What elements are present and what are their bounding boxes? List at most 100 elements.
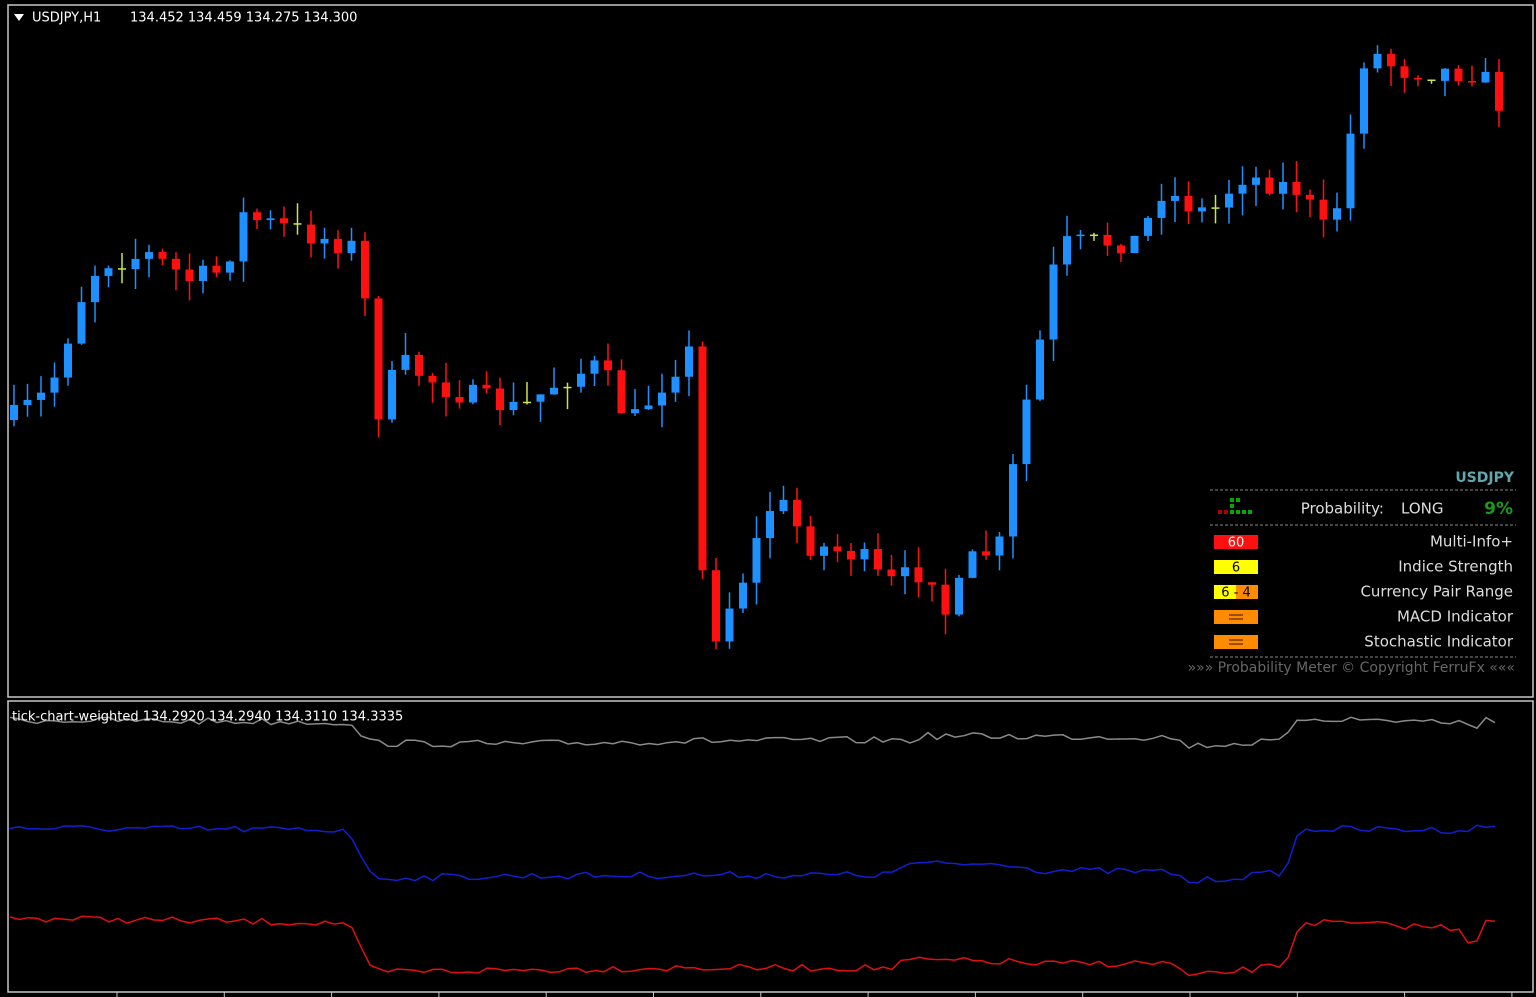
candle <box>847 551 855 560</box>
candle <box>577 373 585 387</box>
candle <box>887 569 896 577</box>
candle <box>1211 207 1220 209</box>
candle <box>860 549 869 560</box>
candle <box>685 346 693 377</box>
candle <box>1184 195 1193 212</box>
indicator-frame <box>7 700 1534 993</box>
candle <box>1346 133 1355 209</box>
candle <box>158 252 167 259</box>
candle <box>1036 339 1044 400</box>
candle <box>145 252 153 259</box>
indicator-label: tick-chart-weighted 134.2920 134.2940 13… <box>12 710 403 725</box>
candle <box>793 499 801 527</box>
candle <box>1076 234 1085 237</box>
row-label: Stochastic Indicator <box>1364 633 1514 651</box>
candle <box>968 551 977 578</box>
row-label: MACD Indicator <box>1397 608 1514 626</box>
candle <box>1333 208 1341 220</box>
candle <box>77 302 86 344</box>
candle <box>1144 217 1152 236</box>
candle <box>1306 194 1314 200</box>
badge-icon <box>1229 639 1243 645</box>
candle <box>496 388 504 411</box>
candle <box>928 582 936 585</box>
badge <box>1214 535 1258 549</box>
candle <box>698 346 707 571</box>
candle <box>550 387 558 395</box>
candle <box>199 265 207 282</box>
direction: LONG <box>1401 500 1443 518</box>
candle <box>428 375 437 383</box>
candle <box>415 354 423 376</box>
candle <box>1387 53 1395 67</box>
candle <box>469 384 477 403</box>
row-label: Multi-Info+ <box>1430 533 1513 551</box>
candle <box>712 570 720 642</box>
candle <box>1238 184 1247 194</box>
candle <box>563 386 572 389</box>
candle <box>361 240 369 299</box>
candle <box>820 546 828 556</box>
candle <box>671 376 680 393</box>
candle <box>10 405 18 420</box>
probability: 9% <box>1484 499 1513 519</box>
candle <box>172 258 180 270</box>
candle <box>320 238 329 244</box>
candle <box>1103 234 1112 246</box>
candle <box>1481 71 1490 83</box>
collapse-arrow[interactable] <box>14 14 24 21</box>
symbol: USDJPY,H1 <box>32 11 101 26</box>
main-chart-frame <box>7 4 1534 698</box>
candle <box>1252 177 1260 185</box>
candle <box>280 218 288 224</box>
candle <box>739 582 747 609</box>
candle <box>1319 199 1328 220</box>
candle <box>347 240 356 254</box>
candle <box>253 212 261 221</box>
candle <box>1292 181 1301 195</box>
candle <box>1063 236 1071 265</box>
candles <box>10 45 1503 650</box>
badge-half <box>1236 585 1258 599</box>
signal-icon <box>1218 498 1252 514</box>
candle <box>1279 181 1287 194</box>
candle <box>1090 234 1098 237</box>
candle <box>1468 81 1476 83</box>
candle <box>1049 264 1058 340</box>
indicator-lines <box>9 716 1496 977</box>
candle <box>604 360 612 371</box>
candle <box>509 401 518 411</box>
candle <box>901 567 909 577</box>
candle <box>658 392 666 406</box>
candle <box>1373 53 1382 69</box>
candle <box>766 511 774 539</box>
candle <box>1427 79 1436 82</box>
candle <box>1130 235 1139 254</box>
candle <box>779 499 788 512</box>
candle <box>982 551 990 556</box>
ohlc: 134.452 134.459 134.275 134.300 <box>130 11 357 26</box>
candle <box>725 608 734 642</box>
candle <box>104 268 113 276</box>
indicator-line <box>9 824 1496 884</box>
candle <box>1117 245 1125 254</box>
badge-text: 60 <box>1228 536 1245 551</box>
candle <box>239 212 248 262</box>
candle <box>131 258 140 270</box>
candle <box>37 392 45 400</box>
candle <box>631 409 639 414</box>
candle <box>442 382 450 397</box>
indicator-line <box>9 716 1496 750</box>
candle <box>1360 68 1368 134</box>
candle <box>536 394 545 402</box>
candle <box>23 399 32 406</box>
badge <box>1214 610 1258 624</box>
candle <box>374 298 383 420</box>
candle <box>644 405 653 410</box>
indicator-line <box>9 915 1496 977</box>
candle <box>185 269 194 282</box>
candle <box>118 268 126 270</box>
panel-pair: USDJPY <box>1455 470 1515 486</box>
candle <box>833 546 842 552</box>
